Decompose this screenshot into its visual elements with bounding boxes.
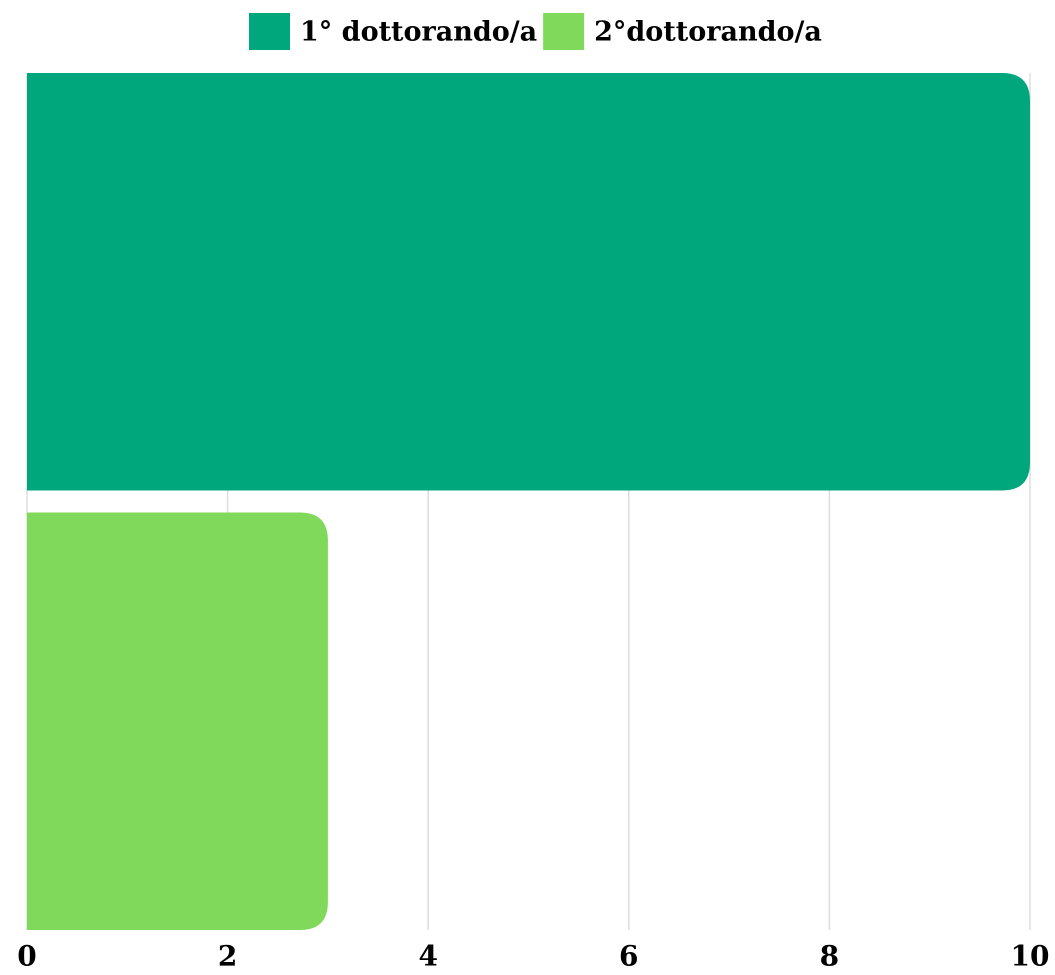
- bar: [27, 512, 328, 930]
- x-tick-label: 0: [17, 940, 36, 973]
- x-tick-label: 2: [218, 940, 237, 973]
- x-tick-label: 10: [1011, 940, 1050, 973]
- legend-label: 1° dottorando/a: [300, 17, 537, 48]
- x-tick-label: 6: [619, 940, 638, 973]
- legend-swatch: [543, 13, 585, 50]
- x-tick-label: 8: [820, 940, 839, 973]
- bar: [27, 73, 1030, 491]
- legend-swatch: [249, 13, 290, 50]
- legend-label: 2°dottorando/a: [594, 17, 822, 48]
- x-tick-label: 4: [418, 940, 437, 973]
